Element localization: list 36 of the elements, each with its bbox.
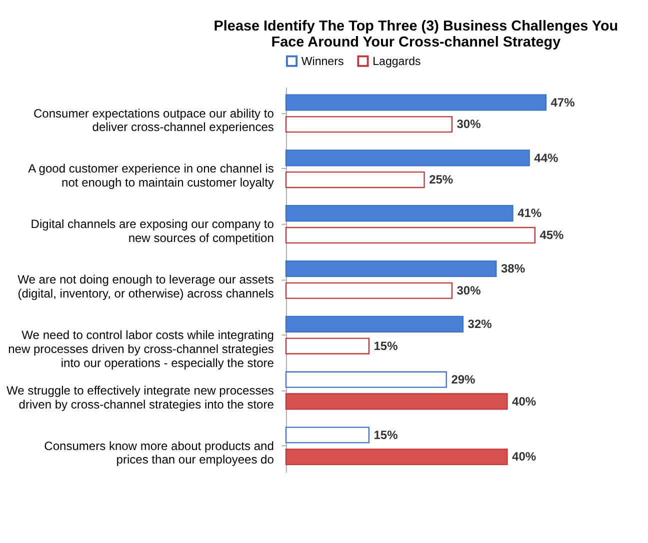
data-label: 15% [374,338,398,353]
bar [285,338,370,354]
bar [285,116,452,133]
data-label: 25% [429,172,454,187]
y-tick-label: We need to control labor costs while integrating new processes driven by cross-channel strategies into our operations - especially the store [8,328,274,370]
data-label: 32% [468,317,492,332]
data-label: 45% [540,228,564,242]
data-label: 15% [374,428,398,442]
bar [285,316,464,332]
data-label: 30% [456,283,482,298]
bar [285,226,536,244]
legend-label: Winners [301,56,344,68]
bar [285,94,547,111]
data-label: 29% [451,372,476,386]
bar [285,393,508,410]
y-tick-label: Consumers know more about products and prices than our employees do [44,438,274,467]
bar [285,205,514,222]
bar [285,150,530,166]
data-label: 47% [550,95,576,110]
bar [285,282,452,299]
y-tick-label: We struggle to effectively integrate new processes driven by cross-channel strategies into the store [6,383,274,412]
legend-label: Laggards [372,56,421,68]
chart-title: Please Identify The Top Three (3) Business Challenges You Face Around Your Cross-channel Strategy [214,18,618,51]
data-label: 44% [534,150,559,165]
data-label: 40% [512,450,536,464]
data-label: 41% [518,206,542,220]
y-tick-label: Consumer expectations outpace our ability to deliver cross-channel experiences [33,106,274,134]
data-label: 38% [500,262,526,276]
bar [285,172,425,188]
y-tick-label: Digital channels are exposing our company to new sources of competition [30,217,274,246]
bar [285,260,497,278]
data-label: 40% [512,394,536,408]
y-tick-label: We are not doing enough to leverage our assets (digital, inventory, or otherwise) across channels [18,272,274,300]
y-tick-label: A good customer experience in one channel is not enough to maintain customer loyalty [28,162,274,190]
bar [285,448,508,466]
data-label: 30% [456,117,482,132]
